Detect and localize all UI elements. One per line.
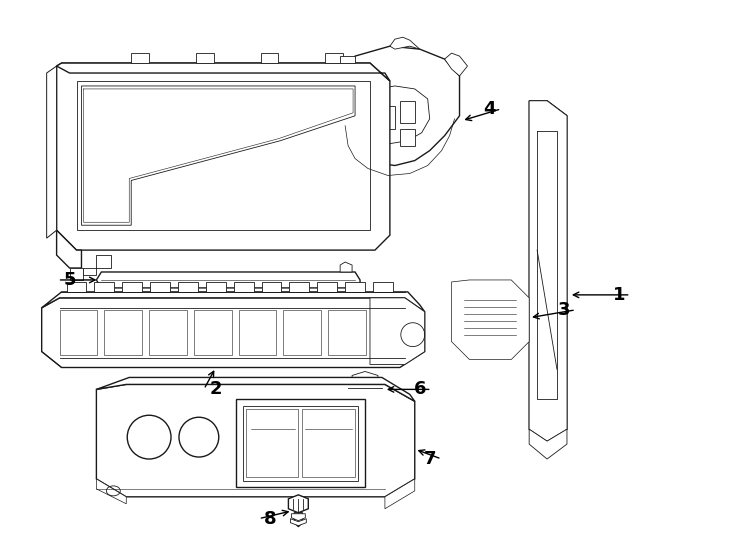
Polygon shape — [95, 282, 115, 292]
Polygon shape — [178, 282, 198, 292]
Polygon shape — [385, 479, 415, 509]
Polygon shape — [325, 53, 343, 63]
Polygon shape — [76, 81, 370, 230]
Polygon shape — [149, 310, 187, 355]
Polygon shape — [131, 53, 149, 63]
Polygon shape — [84, 268, 96, 275]
Polygon shape — [42, 292, 425, 312]
Text: 4: 4 — [483, 100, 495, 118]
Polygon shape — [340, 56, 355, 63]
Polygon shape — [239, 310, 277, 355]
Polygon shape — [363, 86, 429, 144]
Polygon shape — [289, 282, 309, 292]
Text: 5: 5 — [63, 271, 76, 289]
Polygon shape — [400, 101, 415, 123]
Polygon shape — [196, 53, 214, 63]
Polygon shape — [236, 400, 365, 487]
Polygon shape — [233, 282, 253, 292]
Polygon shape — [47, 66, 57, 238]
Text: 8: 8 — [264, 510, 277, 528]
Text: 7: 7 — [424, 450, 436, 468]
Polygon shape — [81, 86, 355, 225]
Text: 2: 2 — [209, 380, 222, 399]
Polygon shape — [104, 310, 142, 355]
Polygon shape — [373, 282, 393, 292]
Polygon shape — [261, 282, 281, 292]
Polygon shape — [57, 63, 390, 250]
Polygon shape — [96, 272, 360, 288]
Polygon shape — [194, 310, 232, 355]
Text: 1: 1 — [612, 286, 625, 304]
Polygon shape — [291, 514, 305, 521]
Polygon shape — [59, 310, 98, 355]
Polygon shape — [370, 298, 425, 365]
Polygon shape — [206, 282, 226, 292]
Polygon shape — [345, 46, 459, 166]
Polygon shape — [378, 106, 395, 129]
Polygon shape — [294, 513, 302, 526]
Polygon shape — [150, 282, 170, 292]
Polygon shape — [283, 310, 321, 355]
Polygon shape — [67, 282, 87, 292]
Polygon shape — [302, 409, 355, 477]
Polygon shape — [451, 280, 529, 360]
Polygon shape — [345, 282, 365, 292]
Polygon shape — [246, 409, 298, 477]
Polygon shape — [400, 129, 415, 146]
Polygon shape — [288, 495, 308, 513]
Polygon shape — [57, 230, 81, 268]
Polygon shape — [529, 101, 567, 441]
Polygon shape — [454, 283, 527, 357]
Polygon shape — [529, 101, 567, 116]
Polygon shape — [261, 53, 278, 63]
Text: 3: 3 — [558, 301, 570, 319]
Polygon shape — [243, 406, 358, 481]
Polygon shape — [529, 429, 567, 459]
Polygon shape — [96, 384, 415, 497]
Polygon shape — [123, 282, 142, 292]
Polygon shape — [96, 377, 415, 401]
Text: 6: 6 — [413, 380, 426, 399]
Polygon shape — [317, 282, 337, 292]
Polygon shape — [529, 101, 567, 444]
Polygon shape — [445, 53, 468, 76]
Polygon shape — [70, 268, 84, 280]
Polygon shape — [340, 262, 352, 272]
Polygon shape — [328, 310, 366, 355]
Polygon shape — [291, 519, 306, 525]
Polygon shape — [42, 298, 425, 368]
Polygon shape — [390, 37, 420, 49]
Polygon shape — [462, 290, 519, 349]
Polygon shape — [57, 63, 390, 81]
Polygon shape — [352, 372, 378, 380]
Polygon shape — [348, 375, 382, 401]
Polygon shape — [96, 479, 126, 504]
